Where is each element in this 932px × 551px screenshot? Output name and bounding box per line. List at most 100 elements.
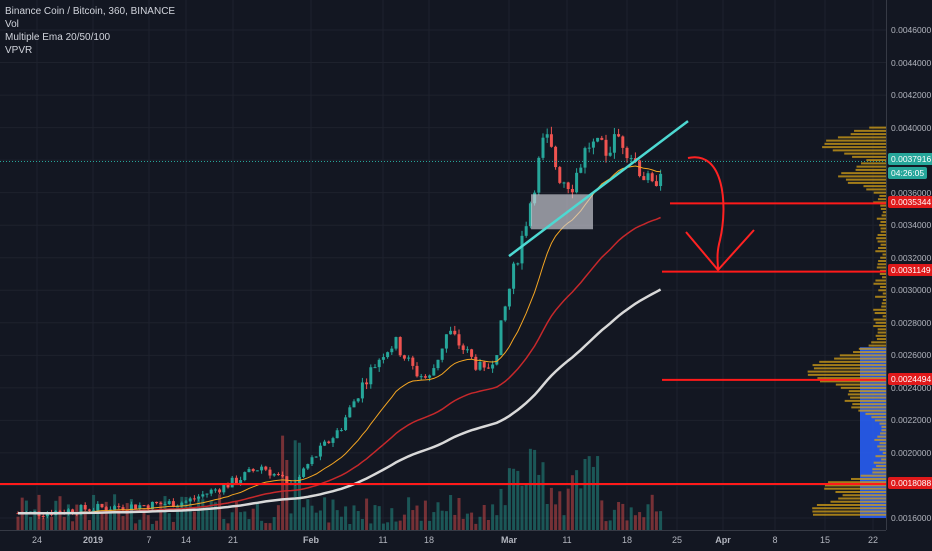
candle-body xyxy=(503,306,507,321)
candle-body xyxy=(205,493,209,495)
vpvr-bar xyxy=(865,412,886,415)
volume-bar xyxy=(41,518,45,530)
time-tick-label: 8 xyxy=(772,535,778,545)
candle-body xyxy=(150,501,154,510)
volume-bar xyxy=(432,512,436,530)
candle-body xyxy=(516,263,520,265)
time-axis[interactable]: 24 2019 7 14 21 Feb 11 18 Mar 11 18 25 Apr 8 15 22 xyxy=(0,530,886,551)
vpvr-bar xyxy=(877,263,886,266)
vpvr-bar xyxy=(863,185,886,188)
volume-bar xyxy=(96,504,100,530)
vpvr-bar xyxy=(830,500,886,503)
candle-body xyxy=(499,320,503,356)
candle-body xyxy=(449,330,453,335)
volume-bar xyxy=(507,468,511,530)
volume-bar xyxy=(377,506,381,530)
candle-body xyxy=(474,356,478,370)
candle-body xyxy=(155,501,159,504)
volume-bar xyxy=(276,505,280,530)
volume-bar xyxy=(604,521,608,530)
vpvr-bar xyxy=(812,510,886,513)
volume-bar xyxy=(142,509,146,530)
vpvr-bar xyxy=(854,129,886,132)
volume-bar xyxy=(478,516,482,530)
candle-body xyxy=(444,334,448,349)
volume-bar xyxy=(528,448,532,530)
price-tick-label: 0.0034000 xyxy=(891,220,932,231)
candle-body xyxy=(234,477,238,484)
legend-volume: Vol xyxy=(5,19,19,30)
vpvr-bar xyxy=(881,429,886,432)
vpvr-bar xyxy=(877,435,886,438)
vpvr-bar xyxy=(877,331,886,334)
candle-body xyxy=(159,503,163,505)
candle-body xyxy=(415,365,419,377)
time-tick-label: 11 xyxy=(562,535,572,545)
vpvr-bar xyxy=(819,380,886,383)
vpvr-bar xyxy=(876,266,886,269)
vpvr-bar xyxy=(866,159,886,162)
vpvr-bar xyxy=(876,217,886,220)
volume-bar xyxy=(486,519,490,530)
candle-body xyxy=(45,512,49,517)
candle-body xyxy=(398,337,402,356)
vpvr-bar xyxy=(858,409,886,412)
candle-body xyxy=(558,167,562,183)
vpvr-bar xyxy=(882,253,886,256)
volume-bar xyxy=(470,512,474,530)
vpvr-bar xyxy=(835,383,886,386)
candle-body xyxy=(260,466,264,471)
candle-body xyxy=(192,498,196,500)
volume-bar xyxy=(365,498,369,530)
candle-body xyxy=(184,501,188,503)
vpvr-bar xyxy=(882,292,886,295)
candle-body xyxy=(108,509,112,511)
candle-body xyxy=(390,348,394,353)
candle-body xyxy=(369,367,373,385)
vpvr-bar xyxy=(882,451,886,454)
volume-bar xyxy=(50,517,54,530)
vpvr-bar xyxy=(822,146,886,149)
volume-bar xyxy=(29,516,33,530)
volume-bar xyxy=(646,504,650,530)
volume-bar xyxy=(457,497,461,530)
candle-body xyxy=(575,172,579,193)
vpvr-bar xyxy=(875,321,886,324)
candle-body xyxy=(478,361,482,370)
price-tick-label: 0.0028000 xyxy=(891,317,932,328)
current-price-tag: 0.0037916 xyxy=(888,153,932,165)
ema-20-line xyxy=(17,165,661,515)
candle-body xyxy=(201,494,205,497)
vpvr-bar xyxy=(879,422,886,425)
vpvr-bar xyxy=(879,273,886,275)
vpvr-bar xyxy=(813,367,886,370)
vpvr-bar xyxy=(882,211,886,214)
vpvr-bar xyxy=(880,204,886,207)
candle-body xyxy=(113,506,117,510)
volume-bar xyxy=(163,496,167,530)
candle-body xyxy=(255,470,259,472)
vpvr-bar xyxy=(828,481,886,484)
vpvr-bar xyxy=(880,227,886,230)
candle-body xyxy=(188,498,192,502)
level-tag-4: 0.0018088 xyxy=(888,477,932,489)
price-tick-label: 0.0044000 xyxy=(891,57,932,68)
vpvr-bar xyxy=(850,396,886,399)
volume-bar xyxy=(449,495,453,530)
candle-body xyxy=(646,173,650,181)
candle-body xyxy=(432,368,436,376)
volume-bar xyxy=(62,516,66,530)
time-tick-label: 14 xyxy=(180,535,192,545)
candle-body xyxy=(377,359,381,368)
volume-bar xyxy=(583,458,587,530)
vpvr-bar xyxy=(847,181,886,184)
vpvr-bar xyxy=(841,172,886,175)
volume-bar xyxy=(461,518,465,530)
volume-bar xyxy=(79,509,83,530)
volume-bar xyxy=(621,503,625,530)
vpvr-bar xyxy=(881,302,886,305)
volume-bar xyxy=(87,520,91,530)
volume-bar xyxy=(285,459,289,530)
vpvr-bar xyxy=(847,393,886,396)
